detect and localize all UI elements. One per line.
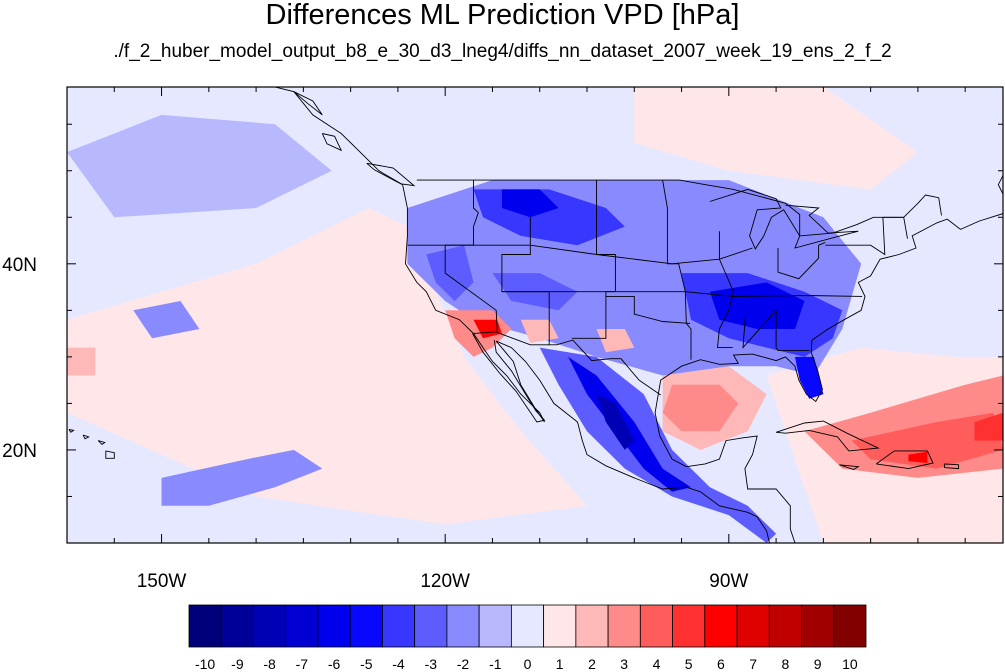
colorbar-label: 1	[556, 656, 564, 672]
colorbar-label: 7	[749, 656, 757, 672]
colorbar-swatch	[414, 604, 448, 648]
state-borders-northeast	[825, 216, 908, 256]
field-region-gulf-red-2	[662, 384, 739, 432]
colorbar-swatch	[220, 604, 254, 648]
colorbar-label: -9	[231, 656, 244, 672]
coastlines	[68, 87, 1003, 543]
field-region-us-blue-3	[501, 189, 559, 218]
colorbar-label: -6	[328, 656, 341, 672]
axis-ticks: 150W 120W 90W 40N 20N	[2, 87, 1003, 592]
y-tick-label: 20N	[2, 441, 37, 462]
field-region-atlantic-red-3	[974, 412, 1003, 441]
state-borders-ohio-valley	[777, 241, 826, 280]
us-mexico-border	[472, 331, 661, 396]
colorbar-swatch	[736, 604, 770, 648]
colorbar-label: -2	[457, 656, 470, 672]
colorbar: -10 -9 -8 -7 -6 -5 -4 -3 -2 -1 0 1 2 3 4 5 6 7 8 9 10	[188, 604, 867, 672]
colorbar-label: -5	[360, 656, 373, 672]
state-borders-latitude-1	[407, 244, 753, 265]
hispaniola	[876, 450, 934, 470]
state-borders-texas	[605, 295, 691, 324]
colorbar-label: -3	[425, 656, 438, 672]
state-borders-east	[717, 231, 734, 349]
colorbar-swatch	[833, 604, 867, 648]
gulf-coast	[654, 213, 1003, 543]
state-borders-rockies	[501, 217, 550, 345]
colorbar-label: 8	[782, 656, 790, 672]
colorbar-label: -7	[296, 656, 309, 672]
colorbar-label: -10	[195, 656, 215, 672]
colorbar-label: 3	[620, 656, 628, 672]
baja-peninsula	[472, 333, 546, 423]
colorbar-label: -4	[392, 656, 405, 672]
queen-charlotte-islands	[321, 133, 343, 152]
chart-subtitle: ./f_2_huber_model_output_b8_e_30_d3_lneg…	[113, 41, 892, 62]
state-borders-central	[662, 180, 692, 360]
vancouver-island	[366, 162, 416, 187]
field-region-pacific-blue-1	[67, 114, 332, 218]
hawaii-maui	[97, 440, 106, 445]
colorbar-label: 4	[653, 656, 661, 672]
colorbar-swatch	[349, 604, 383, 648]
field-region-mexico-blue-2	[568, 356, 691, 492]
cuba	[775, 420, 880, 452]
y-tick-label: 40N	[2, 255, 37, 276]
field-region-caribbean-red	[908, 451, 928, 463]
hawaii-big-island	[105, 450, 115, 459]
field-region-us-blue-6	[426, 245, 474, 301]
colorbar-label: 0	[524, 656, 532, 672]
hawaii-kauai	[68, 429, 75, 433]
x-tick-label: 150W	[137, 571, 187, 592]
us-canada-border	[416, 179, 942, 237]
colorbar-swatch	[382, 604, 416, 648]
colorbar-swatch	[801, 604, 835, 648]
state-borders-latitude-2	[501, 291, 863, 297]
field-region-pacific-blue-2	[133, 301, 200, 339]
colorbar-swatch	[285, 604, 319, 648]
field-region-california-red-2	[473, 319, 502, 339]
alaska-panhandle-islands	[293, 91, 323, 116]
state-borders-southeast	[742, 309, 810, 351]
colorbar-swatch	[768, 604, 802, 648]
colorbar-swatch	[543, 604, 577, 648]
field-region-pacific-red-patch	[67, 347, 96, 376]
colorbar-swatch	[317, 604, 351, 648]
map-frame	[66, 86, 1004, 544]
colorbar-swatch	[446, 604, 480, 648]
colorbar-label: 9	[814, 656, 822, 672]
jamaica	[839, 464, 860, 470]
vpd-field	[67, 87, 1003, 543]
colorbar-swatch	[478, 604, 512, 648]
newfoundland	[997, 175, 1003, 195]
colorbar-swatch	[639, 604, 673, 648]
colorbar-swatch	[510, 604, 545, 648]
colorbar-label: 10	[842, 656, 858, 672]
field-region-pacific-blue-3	[161, 449, 323, 506]
field-region-north-pink	[634, 87, 918, 190]
hawaii-oahu	[82, 434, 90, 440]
colorbar-label: 6	[717, 656, 725, 672]
colorbar-swatch	[253, 604, 287, 648]
field-region-mexico-blue-3	[596, 394, 635, 450]
x-tick-label: 120W	[420, 571, 470, 592]
colorbar-swatch	[575, 604, 609, 648]
chart-title: Differences ML Prediction VPD [hPa]	[265, 0, 740, 31]
great-lakes	[709, 188, 859, 250]
colorbar-label: -8	[263, 656, 276, 672]
colorbar-swatch	[188, 604, 222, 648]
colorbar-label: 5	[685, 656, 693, 672]
colorbar-swatch	[607, 604, 641, 648]
state-borders-plains	[571, 180, 616, 339]
field-region-us-blue-5	[709, 282, 805, 329]
colorbar-label: 2	[588, 656, 596, 672]
colorbar-label: -1	[489, 656, 502, 672]
colorbar-swatch	[704, 604, 738, 648]
puerto-rico	[943, 463, 960, 470]
x-tick-label: 90W	[709, 571, 748, 592]
colorbar-swatch	[672, 604, 706, 648]
field-region-pacific-pink-band	[67, 208, 587, 525]
